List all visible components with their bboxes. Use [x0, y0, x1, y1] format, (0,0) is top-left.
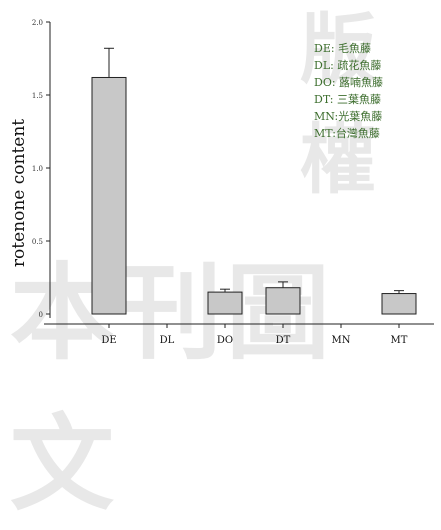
legend: DE: 毛魚藤 DL: 疏花魚藤 DO: 蕗喃魚藤 DT: 三葉魚藤 MN:光葉魚藤 MT… [314, 42, 383, 140]
bar-chart: 0 0.5 1.0 1.5 2.0 DE DL DO DT MN MT DE: 毛魚藤 DL: 疏花… [9, 19, 434, 346]
bars [91, 47, 417, 315]
x-tick-label: DE [101, 335, 116, 346]
x-tick-label: DT [276, 335, 291, 346]
y-tick-label: 1.0 [32, 165, 43, 173]
bar-dt [265, 287, 301, 315]
y-tick-label: 2.0 [32, 19, 43, 27]
y-axis: 0 0.5 1.0 1.5 2.0 [32, 19, 51, 319]
y-tick-label: 1.5 [32, 92, 43, 100]
legend-entry: MT:台灣魚藤 [314, 126, 380, 140]
x-tick-label: DO [217, 335, 233, 346]
y-axis-label: rotenone content [9, 119, 29, 267]
y-tick-label: 0 [39, 311, 43, 319]
bar-do [207, 291, 243, 315]
x-tick-label: DL [160, 335, 175, 346]
legend-entry: DT: 三葉魚藤 [314, 92, 381, 106]
x-axis: DE DL DO DT MN MT [44, 323, 434, 346]
y-tick-label: 0.5 [32, 238, 43, 246]
x-tick-label: MT [391, 335, 408, 346]
legend-entry: MN:光葉魚藤 [314, 109, 382, 123]
legend-entry: DO: 蕗喃魚藤 [314, 75, 383, 89]
x-tick-label: MN [332, 335, 351, 346]
bar-mt [381, 293, 417, 315]
legend-entry: DL: 疏花魚藤 [314, 58, 381, 72]
bar-de [91, 76, 127, 315]
chart-figure: 版權 本刊圖文 0 0.5 1.0 1.5 2.0 DE DL DO DT MN MT DE: 毛… [9, 5, 434, 525]
legend-entry: DE: 毛魚藤 [314, 42, 371, 55]
